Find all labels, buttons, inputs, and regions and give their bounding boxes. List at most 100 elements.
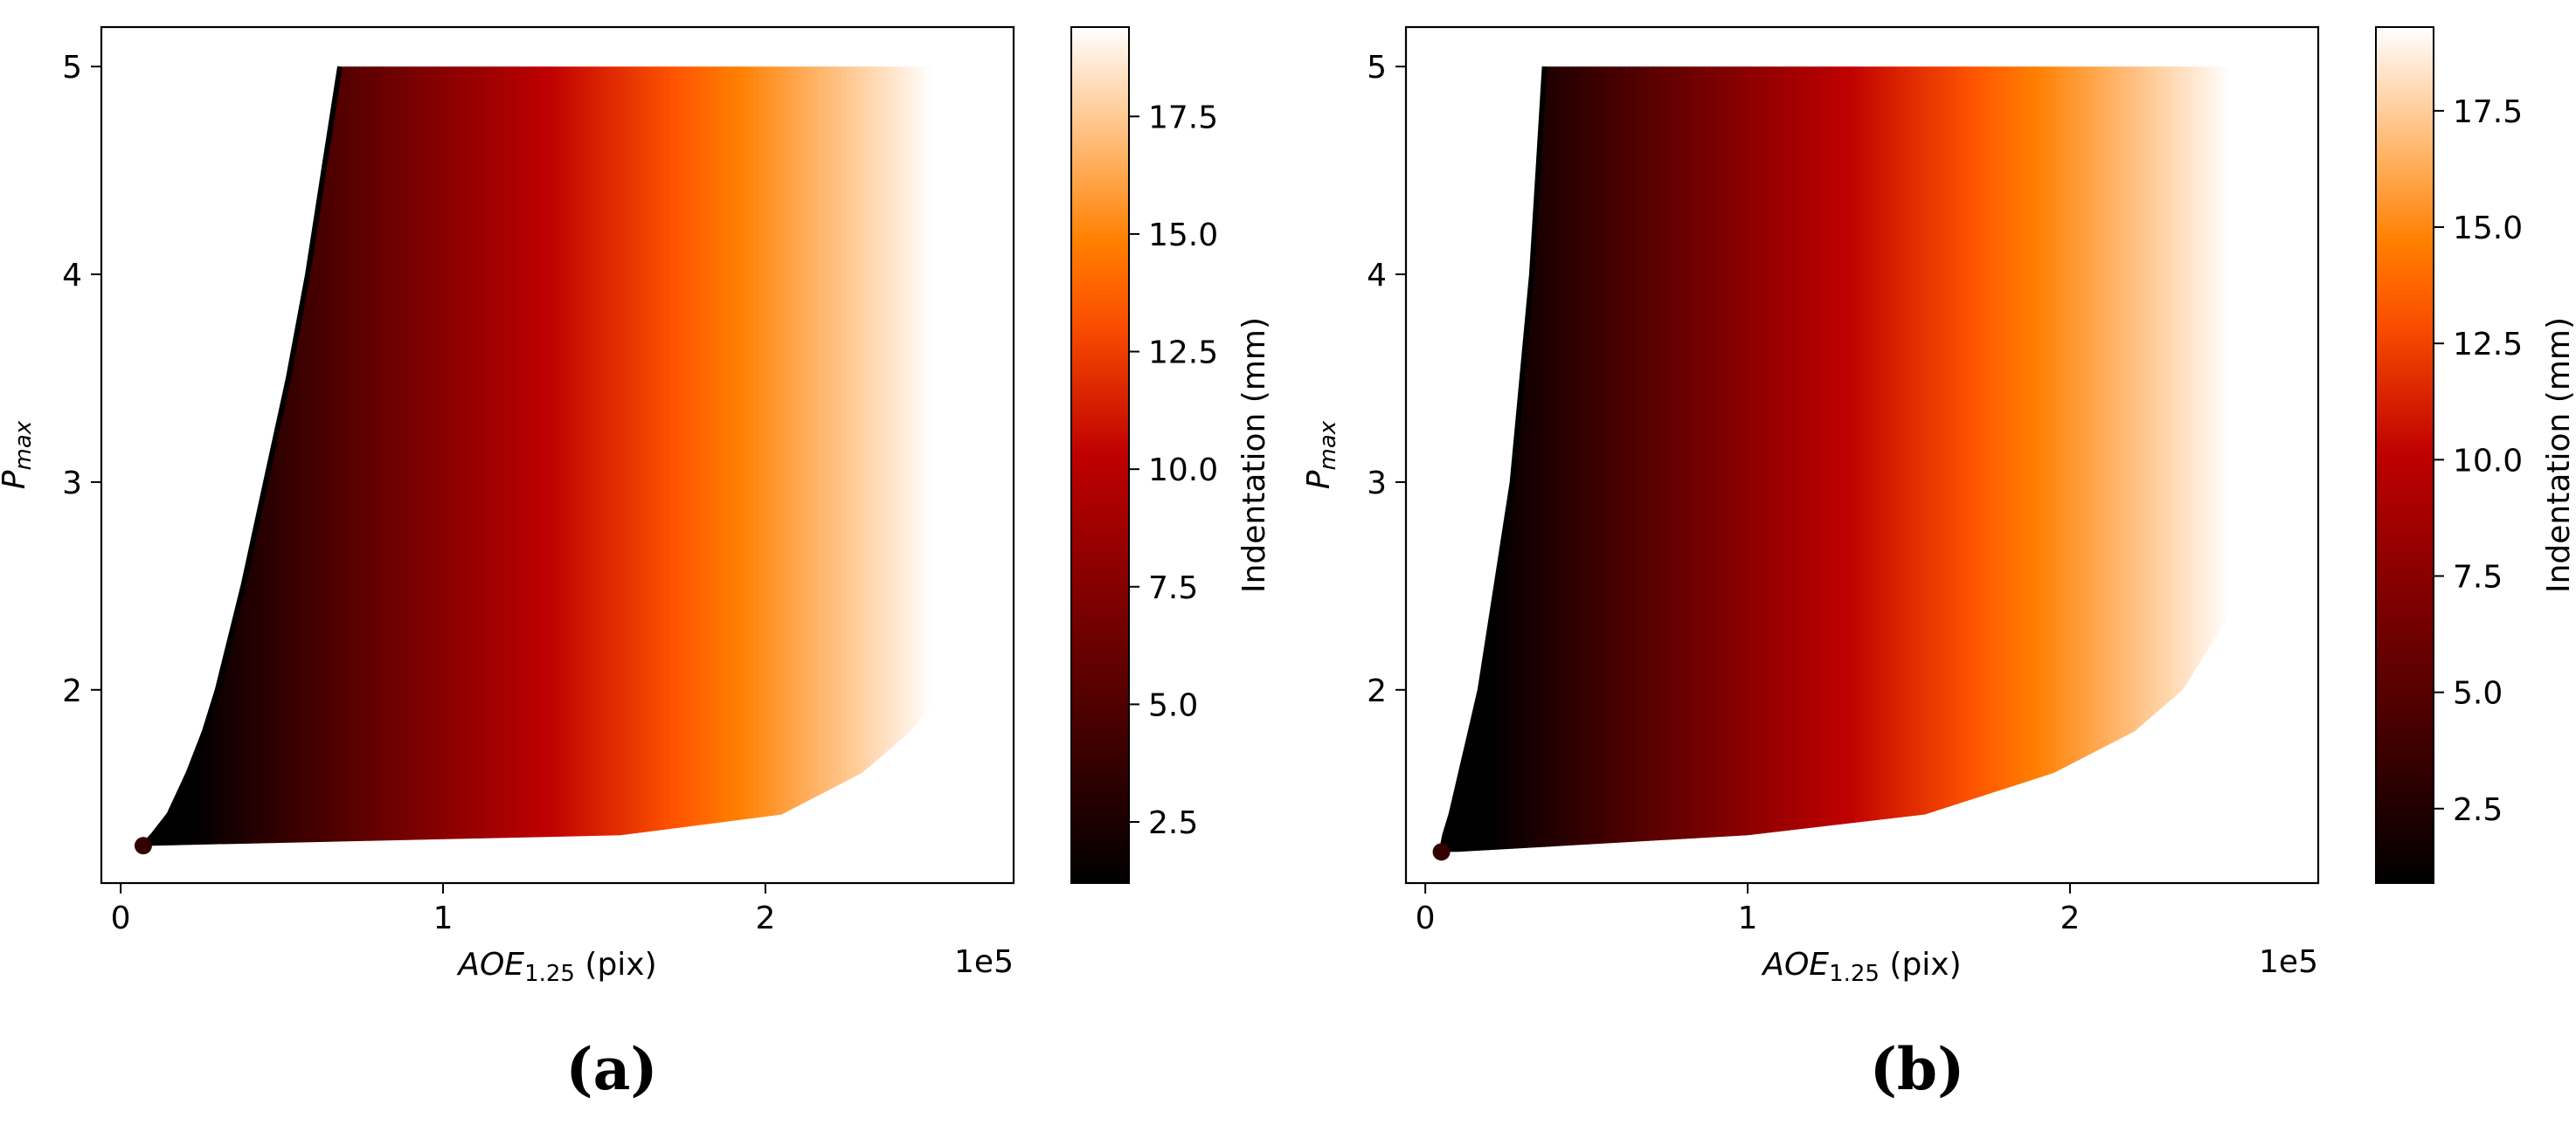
heat-strip bbox=[504, 66, 510, 846]
heat-strip bbox=[1736, 66, 1743, 852]
heat-strip bbox=[1591, 66, 1597, 852]
heat-strip bbox=[1920, 66, 1926, 852]
y-tick-label: 4 bbox=[62, 258, 82, 293]
heat-strip bbox=[1779, 66, 1785, 852]
heat-strip bbox=[180, 66, 187, 846]
heat-strip bbox=[2032, 66, 2039, 852]
colorbar-label: Indentation (mm) bbox=[1236, 317, 1272, 593]
heat-strip bbox=[364, 66, 370, 846]
heat-strip bbox=[2201, 66, 2207, 852]
heat-strip bbox=[842, 66, 848, 846]
colorbar-tick-label: 7.5 bbox=[1148, 570, 1198, 606]
panel-a: 0 1 2 2 3 4 5 AOE1.25 (pix) 1e5 Pmax 2.5 5.0 7.5 10.0… bbox=[0, 25, 1272, 987]
heat-strip bbox=[1755, 66, 1762, 852]
heat-strip bbox=[1619, 66, 1625, 852]
heat-strip bbox=[518, 66, 524, 846]
heat-strip bbox=[800, 66, 807, 846]
heat-strip bbox=[2215, 66, 2221, 852]
heat-strip bbox=[1742, 66, 1748, 852]
heat-strip bbox=[889, 66, 896, 846]
x-tick-label: 1 bbox=[1738, 901, 1758, 936]
heat-strip bbox=[2197, 66, 2203, 852]
heat-strip bbox=[1572, 66, 1579, 852]
heat-strip bbox=[1540, 66, 1546, 852]
heat-strip bbox=[565, 66, 571, 846]
heat-strip bbox=[344, 66, 351, 846]
heat-strip bbox=[1708, 66, 1714, 852]
heat-strip bbox=[2079, 66, 2086, 852]
colorbar bbox=[2376, 27, 2434, 883]
heat-strip bbox=[1728, 66, 1734, 852]
heat-strip bbox=[298, 66, 304, 846]
heat-strip bbox=[1455, 66, 1462, 852]
heat-strip bbox=[1915, 66, 1922, 852]
heat-strip bbox=[1694, 66, 1700, 852]
heat-strip bbox=[1760, 66, 1767, 852]
heat-strip bbox=[556, 66, 562, 846]
heat-strip bbox=[1859, 66, 1865, 852]
y-axis-label: Pmax bbox=[0, 420, 37, 489]
x-axis-label: AOE1.25 (pix) bbox=[456, 947, 656, 987]
heat-strip bbox=[1797, 66, 1804, 852]
heat-strip bbox=[2248, 66, 2254, 852]
x-axis-label: AOE1.25 (pix) bbox=[1761, 947, 1961, 987]
heat-strip bbox=[575, 66, 581, 846]
heat-strip bbox=[795, 66, 801, 846]
heat-strip bbox=[1863, 66, 1870, 852]
heat-strip bbox=[1896, 66, 1902, 852]
axes-frame bbox=[100, 25, 1015, 885]
heat-strip bbox=[546, 66, 553, 846]
heat-strip bbox=[2074, 66, 2081, 852]
heat-strip bbox=[809, 66, 815, 846]
heat-strip bbox=[500, 66, 506, 846]
heat-strip bbox=[969, 66, 975, 846]
y-axis-label: Pmax bbox=[1301, 420, 1341, 489]
heat-strip bbox=[791, 66, 797, 846]
heat-strip bbox=[1882, 66, 1888, 852]
heat-strip bbox=[190, 66, 197, 846]
region-left-edge bbox=[1438, 66, 1548, 852]
heat-strip bbox=[537, 66, 544, 846]
heat-strip bbox=[1934, 66, 1940, 852]
heat-strip bbox=[1901, 66, 1908, 852]
x-offset-text: 1e5 bbox=[2259, 944, 2318, 980]
heat-strip bbox=[1441, 66, 1447, 852]
heat-strip bbox=[837, 66, 844, 846]
heat-strip bbox=[1530, 66, 1536, 852]
heat-strip bbox=[730, 66, 736, 846]
heat-strip bbox=[457, 66, 464, 846]
heat-strip bbox=[1563, 66, 1569, 852]
heat-strip bbox=[387, 66, 393, 846]
heat-strip bbox=[326, 66, 332, 846]
heat-strip bbox=[495, 66, 502, 846]
heat-strip bbox=[448, 66, 454, 846]
heat-strip bbox=[560, 66, 567, 846]
heat-strip bbox=[2219, 66, 2226, 852]
heat-strip bbox=[359, 66, 365, 846]
heat-strip bbox=[1549, 66, 1555, 852]
heat-strip bbox=[1943, 66, 1949, 852]
heat-strip bbox=[579, 66, 585, 846]
heat-strip bbox=[1967, 66, 1973, 852]
heat-strip bbox=[2187, 66, 2193, 852]
heat-strip bbox=[1516, 66, 1522, 852]
region-corner-point bbox=[1432, 843, 1451, 861]
x-tick-label: 0 bbox=[111, 901, 131, 936]
colorbar-frame bbox=[2375, 26, 2434, 884]
heat-strip bbox=[453, 66, 459, 846]
heat-strip bbox=[1582, 66, 1589, 852]
heat-strip bbox=[710, 66, 717, 846]
panel-label-b: (b) bbox=[1869, 1035, 1965, 1103]
heat-strip bbox=[678, 66, 684, 846]
heat-strip bbox=[912, 66, 918, 846]
colorbar-tick-label: 7.5 bbox=[2453, 559, 2503, 595]
heat-strip bbox=[1544, 66, 1551, 852]
heat-strip bbox=[898, 66, 904, 846]
heat-strip bbox=[1526, 66, 1532, 852]
y-tick-label: 3 bbox=[1367, 466, 1387, 501]
heat-strip bbox=[1811, 66, 1818, 852]
heat-strip bbox=[1868, 66, 1874, 852]
heat-strip bbox=[664, 66, 670, 846]
colorbar-label: Indentation (mm) bbox=[2541, 317, 2576, 593]
